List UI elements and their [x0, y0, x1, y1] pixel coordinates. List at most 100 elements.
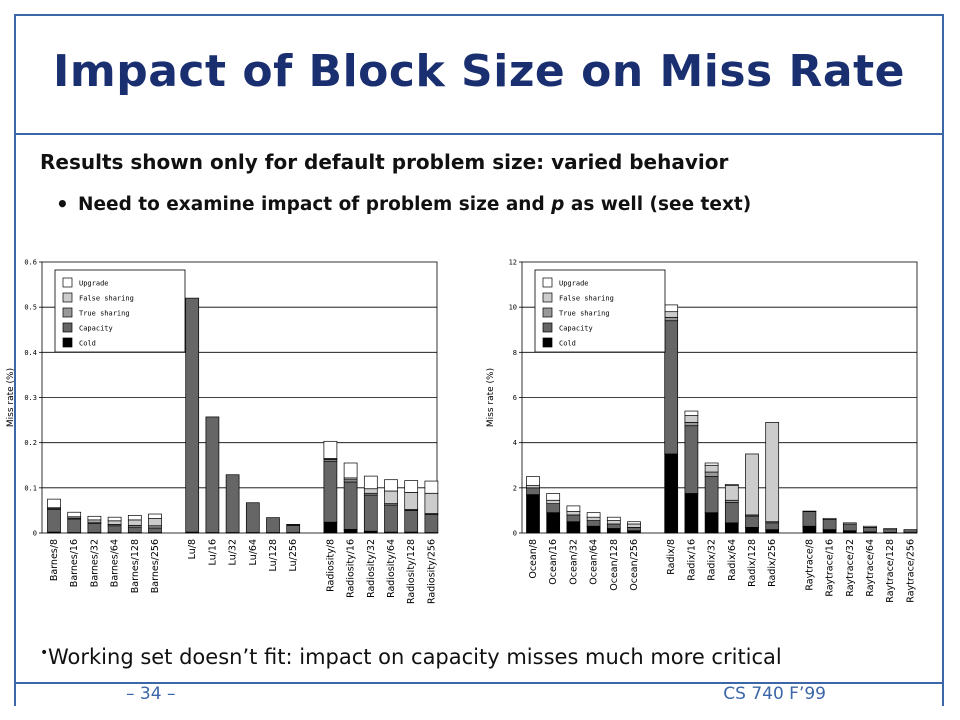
y-tick-label: 2 — [513, 484, 517, 492]
bar-segment — [127, 515, 142, 521]
x-tick-label: Ocean/16 — [548, 539, 559, 585]
x-tick-label: Barnes/32 — [89, 539, 100, 587]
legend-swatch — [542, 307, 553, 318]
bar-segment — [526, 476, 540, 486]
x-tick-label: Ocean/128 — [609, 539, 620, 591]
bar-segment — [704, 464, 719, 473]
bullet-sub-text-2: as well (see text) — [564, 194, 752, 215]
x-tick-label: Lu/256 — [288, 539, 299, 571]
bar-segment — [627, 527, 641, 532]
x-tick-label: Raytrace/64 — [865, 539, 876, 597]
bar-segment — [842, 523, 857, 532]
x-tick-label: Barnes/256 — [150, 539, 161, 593]
y-tick-label: 0.2 — [24, 439, 37, 447]
legend-swatch — [62, 322, 73, 333]
y-tick-label: 8 — [513, 349, 517, 357]
y-tick-label: 0 — [33, 530, 37, 538]
bar-segment — [664, 320, 679, 455]
bar-segment — [586, 516, 601, 521]
bar-segment — [802, 510, 817, 512]
bar-segment — [47, 498, 61, 509]
legend-label: Upgrade — [559, 280, 589, 288]
bar-segment — [546, 503, 561, 514]
legend-label: Cold — [79, 340, 96, 348]
x-tick-label: Lu/16 — [207, 539, 218, 565]
bar-segment — [684, 410, 699, 416]
footer-course: CS 740 F’99 — [717, 684, 832, 704]
bar-segment — [586, 512, 601, 518]
bar-segment — [822, 519, 837, 530]
bar-segment — [704, 476, 719, 514]
bar-segment — [664, 316, 679, 322]
bullet-dot-icon: • — [40, 645, 49, 661]
x-tick-label: Barnes/64 — [110, 539, 121, 587]
bar-segment — [684, 415, 699, 423]
legend-swatch — [62, 292, 73, 303]
bar-segment — [765, 421, 780, 523]
bar-segment — [664, 453, 679, 534]
bullet-bottom-text: Working set doesn’t fit: impact on capac… — [48, 645, 782, 669]
bar-segment — [863, 527, 877, 533]
bar-segment — [606, 520, 621, 525]
bar-segment — [724, 485, 739, 501]
legend-label: False sharing — [79, 295, 134, 303]
x-tick-label: Lu/128 — [268, 539, 279, 571]
legend-label: False sharing — [559, 295, 614, 303]
bar-segment — [684, 493, 699, 534]
x-tick-label: Radix/32 — [707, 539, 718, 581]
x-tick-label: Radix/64 — [727, 539, 738, 581]
bar-segment — [546, 499, 561, 504]
legend-label: Capacity — [559, 325, 593, 333]
legend-swatch — [542, 277, 553, 288]
left-border — [14, 14, 16, 706]
y-tick-label: 12 — [509, 259, 517, 267]
bullet-main: Results shown only for default problem s… — [40, 150, 729, 174]
bar-segment — [107, 516, 122, 522]
bullet-sub: • Need to examine impact of problem size… — [56, 192, 752, 216]
y-tick-label: 0.6 — [24, 259, 37, 267]
bar-segment — [822, 517, 837, 520]
legend-label: True sharing — [559, 310, 610, 318]
bar-segment — [566, 514, 581, 523]
x-tick-label: Ocean/32 — [568, 539, 579, 585]
bar-segment — [546, 493, 561, 501]
x-tick-label: Raytrace/8 — [804, 539, 815, 591]
legend-swatch — [542, 292, 553, 303]
bar-segment — [822, 529, 837, 534]
bar-segment — [745, 453, 759, 516]
bar-segment — [704, 462, 719, 466]
bullet-sub-text-1: Need to examine impact of problem size a… — [78, 194, 552, 215]
y-tick-label: 0.1 — [24, 484, 37, 492]
legend-swatch — [542, 337, 553, 348]
y-axis-label: Miss rate (%) — [486, 368, 496, 427]
legend-label: True sharing — [79, 310, 130, 318]
bar-segment — [802, 511, 817, 527]
bullet-sub-p: p — [551, 194, 565, 215]
bar-segment — [286, 524, 301, 526]
bar-segment — [185, 297, 200, 533]
x-tick-label: Radiosity/64 — [386, 539, 397, 598]
bar-segment — [627, 521, 641, 525]
bar-segment — [404, 480, 419, 493]
bar-segment — [225, 474, 240, 533]
x-tick-label: Radiosity/32 — [366, 539, 377, 598]
y-tick-label: 6 — [513, 394, 517, 402]
bar-segment — [724, 522, 739, 534]
legend-box — [534, 269, 666, 353]
bar-segment — [704, 471, 719, 477]
bar-segment — [883, 529, 898, 533]
bar-segment — [684, 421, 699, 427]
bar-segment — [384, 479, 398, 492]
right-border — [942, 14, 944, 706]
bar-segment — [205, 416, 220, 533]
bullet-bottom: • Working set doesn’t fit: impact on cap… — [40, 645, 782, 669]
bar-segment — [245, 502, 260, 533]
legend-swatch — [542, 322, 553, 333]
x-tick-label: Raytrace/256 — [905, 539, 916, 603]
x-tick-label: Raytrace/128 — [885, 539, 896, 603]
bar-segment — [323, 440, 338, 459]
y-axis-label: Miss rate (%) — [6, 368, 16, 427]
bar-segment — [664, 311, 679, 318]
